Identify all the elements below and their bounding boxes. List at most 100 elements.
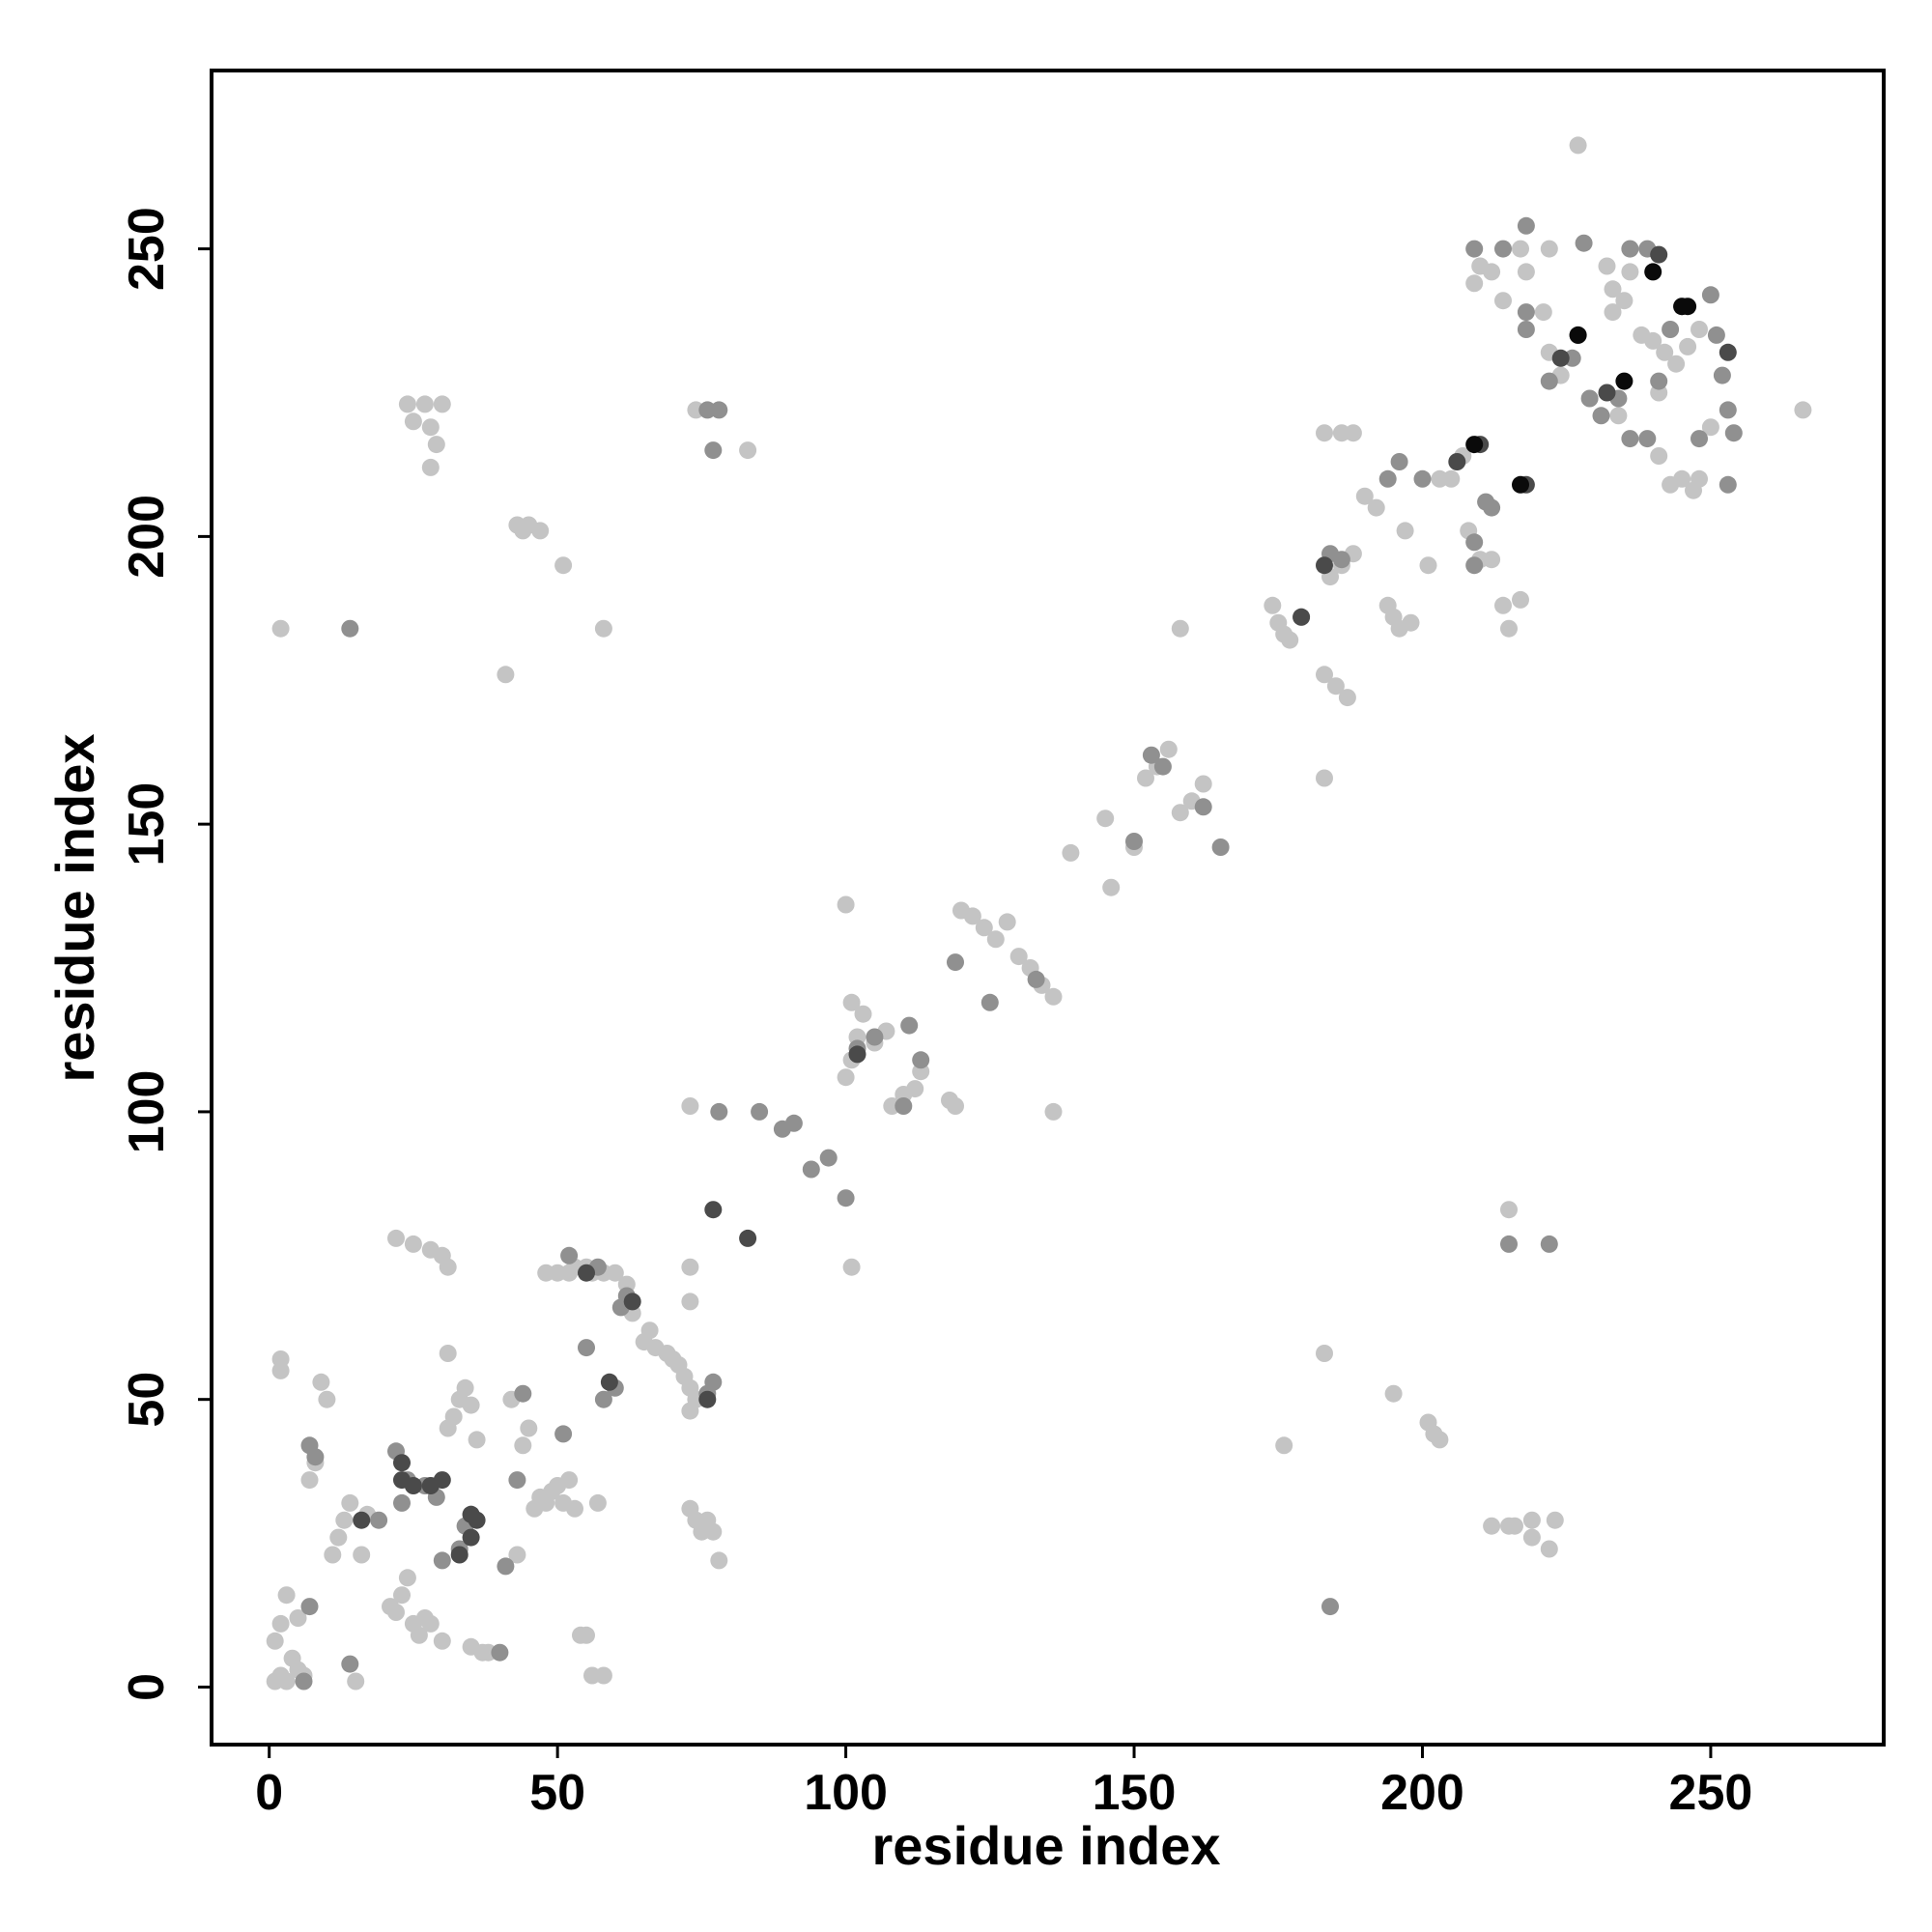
data-point <box>980 993 999 1011</box>
data-point <box>710 1102 728 1121</box>
data-point <box>370 1511 388 1529</box>
data-point <box>963 907 981 925</box>
data-point <box>295 1672 313 1690</box>
data-point <box>1494 240 1512 258</box>
x-tick-label: 100 <box>804 1765 888 1821</box>
y-axis-ticks: 0 50 100 150 200 250 <box>119 207 212 1701</box>
data-point <box>1656 343 1674 361</box>
data-point <box>819 1149 838 1167</box>
data-point <box>1517 216 1535 235</box>
data-point <box>1102 878 1121 896</box>
data-point <box>1522 1511 1541 1529</box>
data-point <box>1540 1235 1558 1253</box>
data-point <box>335 1511 354 1529</box>
data-point <box>1483 551 1501 569</box>
data-point <box>1569 136 1587 155</box>
data-point <box>1355 487 1374 505</box>
data-point <box>1540 372 1558 390</box>
data-point <box>1644 331 1662 350</box>
data-point <box>1621 240 1639 258</box>
data-point <box>1009 948 1028 966</box>
data-point <box>1326 677 1345 696</box>
data-point <box>1494 292 1512 310</box>
data-point <box>975 919 993 937</box>
data-point <box>560 1246 579 1264</box>
data-point <box>947 953 964 972</box>
data-point <box>1615 372 1634 390</box>
data-point <box>1517 303 1535 322</box>
data-point <box>439 1345 457 1362</box>
data-point <box>1517 321 1535 338</box>
data-point <box>1275 1436 1293 1455</box>
data-point <box>1465 556 1484 575</box>
data-point <box>1540 240 1558 258</box>
data-point <box>594 619 612 638</box>
y-tick-label: 200 <box>119 495 175 579</box>
data-point <box>306 1448 325 1466</box>
data-point <box>421 418 440 437</box>
data-point <box>1592 407 1610 425</box>
data-point <box>578 1264 595 1282</box>
data-point <box>1316 666 1333 684</box>
data-point <box>578 1339 595 1357</box>
data-point <box>531 522 550 540</box>
data-point <box>1211 838 1230 856</box>
data-point <box>1534 303 1552 322</box>
data-point <box>1293 608 1311 626</box>
data-point <box>1194 798 1212 816</box>
data-point <box>1494 596 1512 614</box>
data-point <box>491 1643 509 1662</box>
data-point <box>900 1016 919 1035</box>
data-point <box>1719 475 1737 494</box>
data-point <box>1413 469 1432 488</box>
data-point <box>566 1499 583 1518</box>
data-point <box>1673 469 1691 488</box>
data-point <box>837 895 855 914</box>
data-point <box>1724 424 1743 442</box>
data-point <box>1044 1102 1063 1121</box>
data-point <box>1701 418 1719 437</box>
data-point <box>444 1407 463 1426</box>
y-tick-label: 0 <box>119 1673 175 1701</box>
data-point <box>329 1528 348 1547</box>
data-point <box>1384 1384 1403 1403</box>
data-point <box>704 1201 723 1219</box>
data-point <box>1500 1235 1518 1253</box>
data-point <box>842 1258 861 1276</box>
data-point <box>1690 469 1708 488</box>
data-point <box>387 1604 405 1621</box>
data-point <box>986 930 1005 949</box>
data-point <box>1650 245 1668 264</box>
data-point <box>1690 430 1708 448</box>
data-point <box>1569 326 1587 344</box>
data-point <box>1522 1528 1541 1547</box>
data-point <box>1517 263 1535 281</box>
x-axis-ticks: 0 50 100 150 200 250 <box>255 1745 1752 1821</box>
data-point <box>848 1045 867 1064</box>
data-point <box>1027 970 1045 988</box>
data-point <box>415 395 434 413</box>
data-point <box>456 1378 474 1397</box>
data-point <box>1402 613 1420 632</box>
data-point <box>300 1598 319 1616</box>
data-point <box>854 1005 872 1023</box>
x-tick-label: 150 <box>1093 1765 1177 1821</box>
data-point <box>1551 349 1570 367</box>
x-tick-label: 0 <box>255 1765 283 1821</box>
data-point <box>398 395 416 413</box>
data-point <box>514 1384 532 1403</box>
x-tick-label: 200 <box>1380 1765 1464 1821</box>
data-point <box>1442 469 1461 488</box>
data-point <box>1316 424 1333 442</box>
data-point <box>271 619 290 638</box>
data-point <box>1512 475 1529 494</box>
data-point <box>594 1390 612 1408</box>
data-point <box>1512 240 1529 258</box>
data-point <box>520 1419 538 1437</box>
data-point <box>698 1390 717 1408</box>
data-point <box>1719 401 1737 419</box>
data-point <box>300 1471 319 1490</box>
data-point <box>1316 556 1333 575</box>
